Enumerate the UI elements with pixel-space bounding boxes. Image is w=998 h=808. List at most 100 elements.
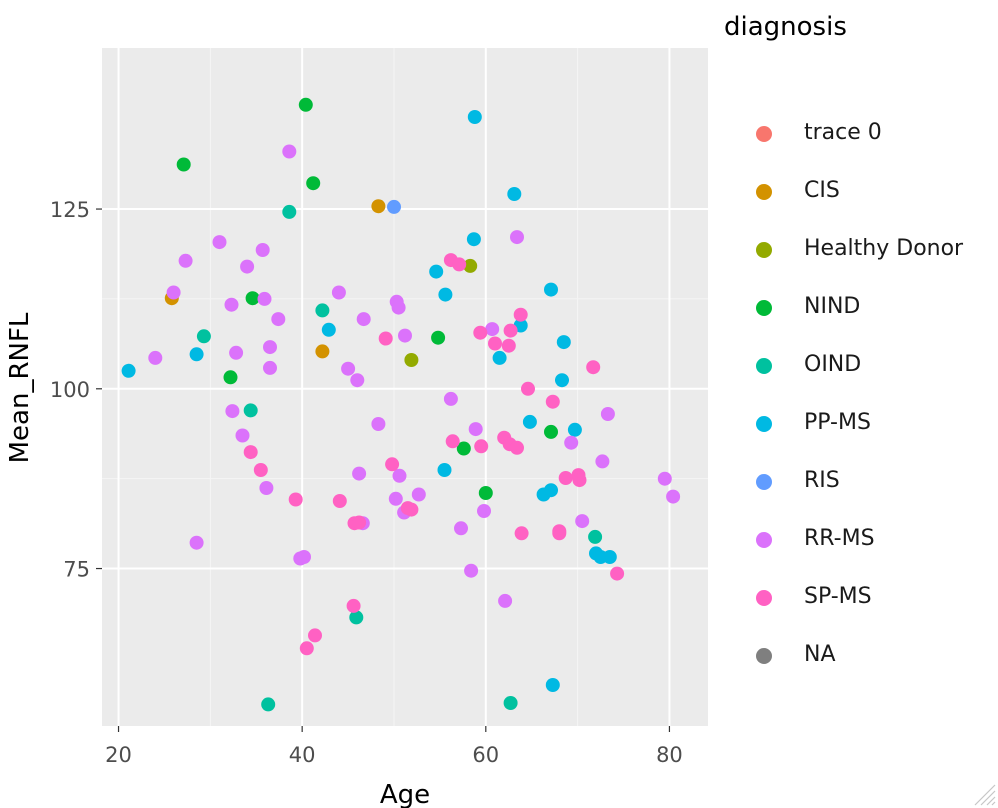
data-point-nind xyxy=(456,441,471,456)
data-point-sp-ms xyxy=(308,628,322,643)
data-point-rr-ms xyxy=(392,468,407,483)
legend-label: Healthy Donor xyxy=(804,236,964,261)
data-point-rr-ms xyxy=(229,345,244,360)
data-point-oind xyxy=(349,610,364,625)
legend-label: NIND xyxy=(804,294,861,319)
data-point-sp-ms xyxy=(545,394,560,409)
data-point-rr-ms xyxy=(575,514,590,529)
data-point-rr-ms xyxy=(257,291,272,306)
data-point-rr-ms xyxy=(263,340,277,355)
data-point-oind xyxy=(196,329,211,344)
data-point-pp-ms xyxy=(438,287,453,302)
data-point-pp-ms xyxy=(544,483,558,498)
data-points xyxy=(121,97,681,712)
data-point-sp-ms xyxy=(572,473,587,488)
data-point-pp-ms xyxy=(121,363,136,378)
data-point-sp-ms xyxy=(404,502,419,517)
legend-key-icon xyxy=(756,126,772,142)
data-point-rr-ms xyxy=(166,285,181,300)
data-point-sp-ms xyxy=(445,434,460,449)
data-point-rr-ms xyxy=(595,454,610,469)
data-point-cis xyxy=(315,344,330,359)
data-point-sp-ms xyxy=(253,463,268,477)
y-tick-label: 125 xyxy=(50,198,90,222)
data-point-sp-ms xyxy=(346,598,361,613)
data-point-nind xyxy=(176,157,191,172)
y-axis-label: Mean_RNFL xyxy=(5,312,35,463)
axis-ticks: 20 40 60 80 75 100 125 xyxy=(50,198,683,767)
legend-key-icon xyxy=(756,300,772,316)
data-point-nind xyxy=(431,330,446,345)
legend-label: SP-MS xyxy=(804,584,872,609)
data-point-rr-ms xyxy=(468,422,483,437)
data-point-rr-ms xyxy=(235,428,250,443)
data-point-oind xyxy=(503,696,518,710)
data-point-rr-ms xyxy=(477,504,491,518)
data-point-rr-ms xyxy=(224,297,239,312)
data-point-pp-ms xyxy=(429,264,444,279)
data-point-rr-ms xyxy=(350,373,365,388)
data-point-pp-ms xyxy=(602,550,617,564)
data-point-rr-ms xyxy=(297,550,311,564)
data-point-sp-ms xyxy=(378,331,393,346)
legend-label: PP-MS xyxy=(804,410,871,435)
data-point-sp-ms xyxy=(452,257,467,272)
data-point-rr-ms xyxy=(240,259,255,274)
data-point-nind xyxy=(478,486,493,500)
data-point-rr-ms xyxy=(189,535,204,550)
legend-label: CIS xyxy=(804,178,840,203)
x-axis-label: Age xyxy=(380,780,430,808)
data-point-rr-ms xyxy=(498,593,513,608)
y-tick-label: 100 xyxy=(50,378,90,402)
legend-label: OIND xyxy=(804,352,862,377)
data-point-sp-ms xyxy=(510,440,524,455)
data-point-sp-ms xyxy=(474,439,489,454)
data-point-rr-ms xyxy=(443,391,458,406)
data-point-sp-ms xyxy=(243,445,258,460)
data-point-pp-ms xyxy=(321,322,336,337)
data-point-rr-ms xyxy=(271,312,286,327)
data-point-rr-ms xyxy=(225,404,240,419)
data-point-pp-ms xyxy=(567,422,582,437)
data-point-rr-ms xyxy=(282,144,297,159)
data-point-rr-ms xyxy=(212,235,227,250)
data-point-oind xyxy=(588,529,603,544)
data-point-pp-ms xyxy=(556,335,571,350)
data-point-sp-ms xyxy=(473,325,488,340)
legend-label: RIS xyxy=(804,468,840,493)
data-point-pp-ms xyxy=(467,110,482,124)
data-point-oind xyxy=(315,303,330,318)
data-point-nind xyxy=(223,370,238,385)
data-point-rr-ms xyxy=(341,361,356,376)
data-point-rr-ms xyxy=(657,471,672,486)
data-point-rr-ms xyxy=(255,243,270,257)
data-point-sp-ms xyxy=(385,457,400,472)
data-point-rr-ms xyxy=(510,230,524,245)
data-point-rr-ms xyxy=(356,312,371,327)
legend-label: RR-MS xyxy=(804,526,875,551)
data-point-pp-ms xyxy=(466,232,481,247)
data-point-rr-ms xyxy=(391,300,406,315)
x-tick-label: 60 xyxy=(472,743,499,767)
major-gridlines xyxy=(102,48,708,726)
data-point-pp-ms xyxy=(437,463,452,477)
data-point-cis xyxy=(371,199,386,214)
data-point-healthy-donor xyxy=(463,258,478,273)
data-point-rr-ms xyxy=(600,407,615,421)
x-tick-label: 40 xyxy=(289,743,316,767)
resize-grip-icon[interactable] xyxy=(970,780,996,806)
legend-key-icon xyxy=(756,590,772,606)
data-point-sp-ms xyxy=(352,515,367,530)
data-point-pp-ms xyxy=(507,187,522,201)
data-point-sp-ms xyxy=(610,566,625,581)
data-point-rr-ms xyxy=(178,253,193,268)
data-point-rr-ms xyxy=(259,481,274,495)
legend-key-icon xyxy=(756,532,772,548)
data-point-rr-ms xyxy=(666,489,681,504)
legend-key-icon xyxy=(756,184,772,200)
legend-label: NA xyxy=(804,642,836,667)
data-point-oind xyxy=(282,204,297,219)
data-point-sp-ms xyxy=(288,492,303,507)
data-point-rr-ms xyxy=(263,360,277,375)
